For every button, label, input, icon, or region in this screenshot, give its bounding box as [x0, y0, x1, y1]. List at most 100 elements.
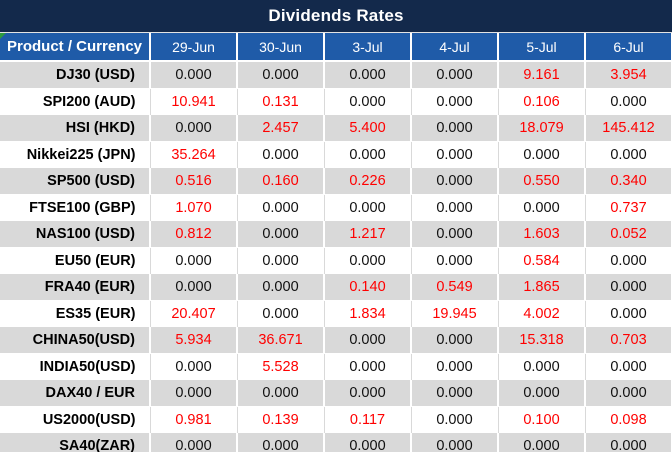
dividend-value: 20.407 — [150, 300, 238, 327]
dividend-value: 0.106 — [498, 88, 586, 115]
table-row: CHINA50(USD) 5.934 36.671 0.000 0.000 15.318 0… — [0, 327, 672, 354]
table-row: US2000(USD) 0.981 0.139 0.117 0.000 0.100 0.09… — [0, 406, 672, 433]
dividend-value: 0.000 — [585, 353, 672, 380]
dividend-value: 0.000 — [411, 327, 499, 354]
dividend-value: 0.000 — [237, 433, 325, 452]
table-row: DAX40 / EUR 0.000 0.000 0.000 0.000 0.000 0.00… — [0, 380, 672, 407]
dividend-value: 0.139 — [237, 406, 325, 433]
dividend-value: 0.000 — [585, 274, 672, 301]
table-row: ES35 (EUR) 20.407 0.000 1.834 19.945 4.002 0.0… — [0, 300, 672, 327]
product-label: FRA40 (EUR) — [0, 274, 151, 301]
column-header-product-label: Product / Currency — [7, 38, 143, 55]
dividend-value: 0.000 — [324, 327, 412, 354]
dividend-value: 0.812 — [150, 221, 238, 248]
column-header-date: 5-Jul — [498, 33, 586, 62]
page-title: Dividends Rates — [268, 6, 404, 25]
dividend-value: 0.000 — [411, 194, 499, 221]
dividend-value: 0.000 — [411, 88, 499, 115]
dividend-value: 0.000 — [237, 61, 325, 89]
product-label: CHINA50(USD) — [0, 327, 151, 354]
column-header-product: Product / Currency — [0, 33, 151, 62]
dividend-value: 19.945 — [411, 300, 499, 327]
dividend-value: 0.000 — [498, 433, 586, 452]
product-label: US2000(USD) — [0, 406, 151, 433]
dividend-value: 1.070 — [150, 194, 238, 221]
dividend-value: 0.131 — [237, 88, 325, 115]
product-label: SA40(ZAR) — [0, 433, 151, 452]
table-body: DJ30 (USD) 0.000 0.000 0.000 0.000 9.161 3.954… — [0, 61, 672, 452]
column-header-date: 3-Jul — [324, 33, 412, 62]
dividend-value: 0.117 — [324, 406, 412, 433]
corner-marker-icon — [0, 33, 6, 39]
column-header-date: 29-Jun — [150, 33, 238, 62]
dividend-value: 0.000 — [150, 380, 238, 407]
dividend-value: 0.000 — [150, 353, 238, 380]
dividend-value: 145.412 — [585, 115, 672, 142]
dividend-value: 1.217 — [324, 221, 412, 248]
dividend-value: 0.000 — [150, 274, 238, 301]
dividend-value: 0.000 — [324, 353, 412, 380]
dividend-value: 0.000 — [411, 406, 499, 433]
table-row: FTSE100 (GBP) 1.070 0.000 0.000 0.000 0.000 0.… — [0, 194, 672, 221]
table-row: INDIA50(USD) 0.000 5.528 0.000 0.000 0.000 0.0… — [0, 353, 672, 380]
dividend-value: 0.000 — [411, 380, 499, 407]
product-label: DJ30 (USD) — [0, 61, 151, 89]
dividend-value: 0.737 — [585, 194, 672, 221]
dividend-value: 0.000 — [150, 115, 238, 142]
table-row: HSI (HKD) 0.000 2.457 5.400 0.000 18.079 145.4… — [0, 115, 672, 142]
dividend-value: 15.318 — [498, 327, 586, 354]
dividend-value: 0.000 — [411, 353, 499, 380]
dividend-value: 1.834 — [324, 300, 412, 327]
dividend-value: 35.264 — [150, 141, 238, 168]
dividend-value: 0.000 — [585, 433, 672, 452]
dividend-value: 0.549 — [411, 274, 499, 301]
dividend-value: 10.941 — [150, 88, 238, 115]
dividend-value: 0.000 — [237, 274, 325, 301]
dividend-value: 5.400 — [324, 115, 412, 142]
dividend-value: 0.000 — [498, 353, 586, 380]
dividend-value: 0.098 — [585, 406, 672, 433]
dividend-value: 0.000 — [150, 61, 238, 89]
table-row: NAS100 (USD) 0.812 0.000 1.217 0.000 1.603 0.0… — [0, 221, 672, 248]
product-label: SPI200 (AUD) — [0, 88, 151, 115]
product-label: FTSE100 (GBP) — [0, 194, 151, 221]
product-label: EU50 (EUR) — [0, 247, 151, 274]
dividend-value: 0.000 — [150, 247, 238, 274]
dividend-value: 0.000 — [324, 433, 412, 452]
product-label: HSI (HKD) — [0, 115, 151, 142]
table-row: Nikkei225 (JPN) 35.264 0.000 0.000 0.000 0.00… — [0, 141, 672, 168]
dividend-value: 0.000 — [411, 221, 499, 248]
dividend-value: 0.000 — [498, 194, 586, 221]
dividend-value: 0.000 — [324, 380, 412, 407]
dividend-value: 1.603 — [498, 221, 586, 248]
dividend-value: 0.000 — [411, 115, 499, 142]
dividend-value: 0.160 — [237, 168, 325, 195]
product-label: DAX40 / EUR — [0, 380, 151, 407]
dividend-value: 0.000 — [585, 88, 672, 115]
dividend-value: 0.000 — [237, 380, 325, 407]
dividend-value: 0.000 — [324, 194, 412, 221]
column-header-date: 30-Jun — [237, 33, 325, 62]
product-label: INDIA50(USD) — [0, 353, 151, 380]
dividend-value: 0.000 — [585, 380, 672, 407]
dividend-value: 0.000 — [324, 61, 412, 89]
column-header-date: 6-Jul — [585, 33, 672, 62]
table-row: SP500 (USD) 0.516 0.160 0.226 0.000 0.550 0.34… — [0, 168, 672, 195]
dividend-value: 1.865 — [498, 274, 586, 301]
table-row: EU50 (EUR) 0.000 0.000 0.000 0.000 0.584 0.000 — [0, 247, 672, 274]
dividend-value: 0.340 — [585, 168, 672, 195]
product-label: Nikkei225 (JPN) — [0, 141, 151, 168]
dividend-value: 0.226 — [324, 168, 412, 195]
dividend-value: 0.000 — [585, 300, 672, 327]
dividend-value: 3.954 — [585, 61, 672, 89]
dividend-value: 4.002 — [498, 300, 586, 327]
dividend-value: 0.703 — [585, 327, 672, 354]
dividend-value: 0.000 — [411, 61, 499, 89]
dividend-value: 0.000 — [237, 194, 325, 221]
dividend-value: 0.000 — [411, 141, 499, 168]
dividend-value: 2.457 — [237, 115, 325, 142]
dividend-value: 0.000 — [237, 221, 325, 248]
table-row: SPI200 (AUD) 10.941 0.131 0.000 0.000 0.106 0.… — [0, 88, 672, 115]
dividend-value: 0.100 — [498, 406, 586, 433]
